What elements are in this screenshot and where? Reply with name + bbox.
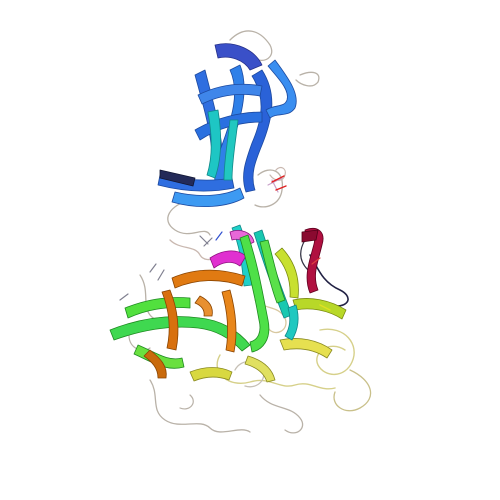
beta-strand [171, 269, 246, 289]
beta-strand [223, 119, 239, 181]
beta-strand [265, 59, 297, 119]
coil-loop [295, 71, 320, 87]
beta-strand [214, 43, 263, 71]
coil-loop [333, 369, 372, 412]
coil-loop [269, 166, 286, 181]
beta-strand [197, 83, 263, 105]
beta-strand [292, 298, 347, 320]
beta-strand [244, 355, 276, 383]
beta-strand [171, 187, 245, 207]
beta-strand [279, 338, 333, 359]
beta-strand [159, 169, 196, 187]
coil-loop [254, 169, 283, 208]
beta-strand [239, 234, 270, 353]
beta-strand [301, 229, 319, 243]
beta-strand [189, 367, 233, 382]
side-chain [215, 231, 223, 241]
beta-strand [274, 247, 299, 299]
coil-loop [149, 379, 251, 433]
beta-strand [194, 295, 213, 317]
beta-strand [143, 349, 167, 379]
beta-strand [161, 289, 179, 351]
beta-strand [284, 304, 299, 341]
coil-loop [179, 394, 194, 410]
beta-sheets [109, 43, 347, 383]
side-chain [271, 175, 287, 191]
beta-strand [209, 250, 247, 269]
beta-strand [259, 239, 286, 304]
coil-loop [167, 199, 211, 236]
coil-loop [300, 239, 309, 271]
side-chain [311, 257, 321, 265]
side-chain [199, 235, 213, 247]
side-chain-sticks [119, 175, 331, 311]
beta-strand [124, 297, 191, 319]
side-chain [319, 304, 331, 311]
beta-strand [133, 344, 185, 369]
coil-loop [229, 30, 273, 61]
beta-strand [206, 109, 222, 179]
coil-loop [259, 394, 304, 434]
side-chain [119, 293, 129, 301]
beta-strand [221, 289, 237, 353]
side-chain [149, 263, 165, 281]
